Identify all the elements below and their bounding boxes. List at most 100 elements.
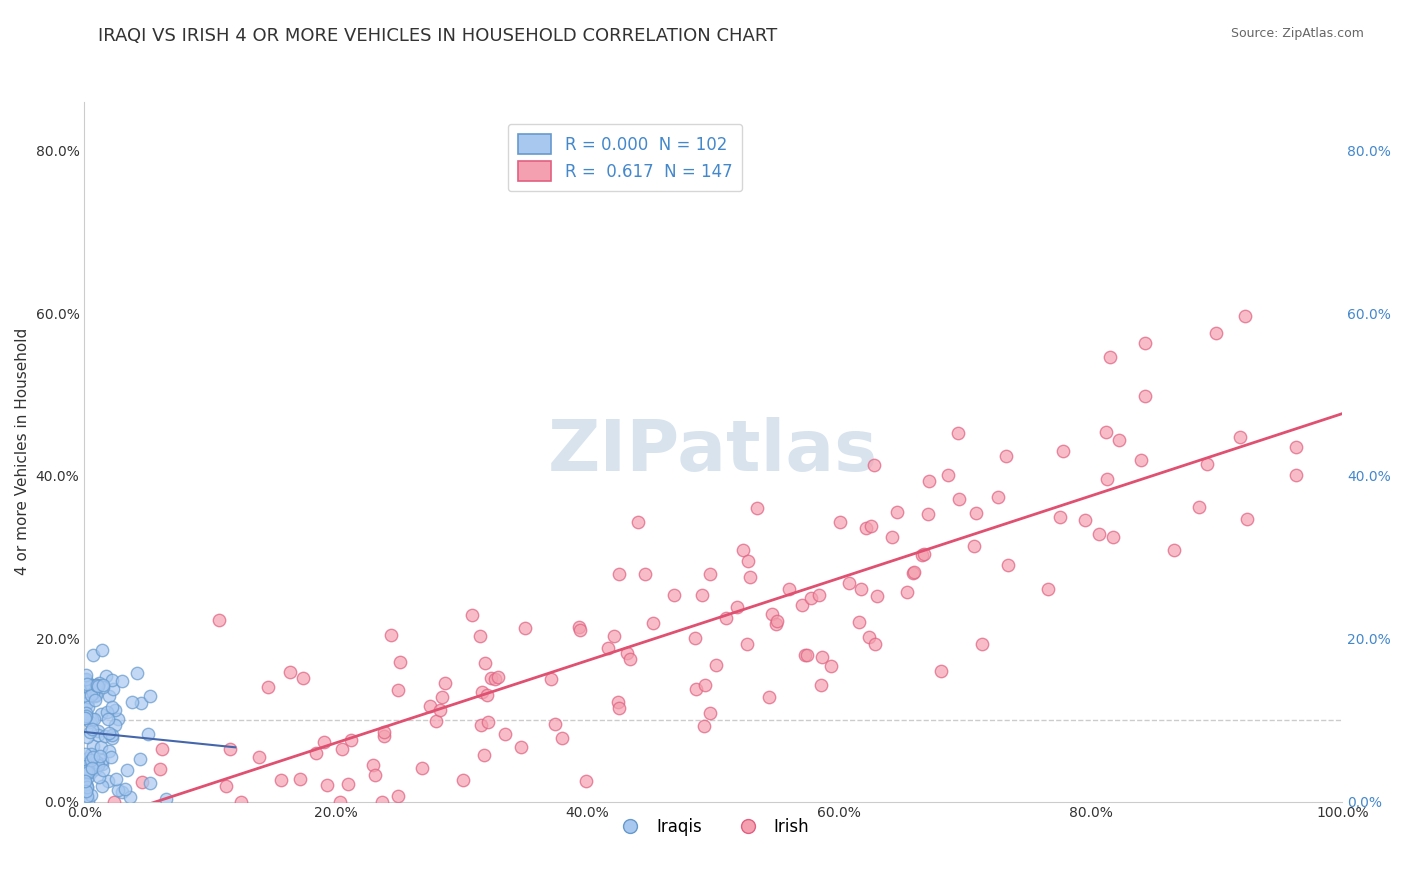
Point (96, 705, 118, 719)
Point (104, 703, 127, 717)
Point (714, 611, 737, 625)
Point (793, 648, 815, 663)
Point (515, 621, 537, 635)
Point (129, 696, 152, 710)
Point (82, 739, 104, 753)
Text: IRAQI VS IRISH 4 OR MORE VEHICLES IN HOUSEHOLD CORRELATION CHART: IRAQI VS IRISH 4 OR MORE VEHICLES IN HOU… (98, 27, 778, 45)
Point (389, 655, 412, 669)
Point (544, 716, 567, 731)
Point (461, 608, 484, 623)
Point (903, 566, 925, 580)
Point (215, 780, 238, 794)
Point (97, 744, 120, 758)
Point (607, 695, 630, 709)
Point (329, 795, 352, 809)
Point (387, 789, 409, 803)
Point (738, 570, 761, 584)
Point (89, 749, 111, 764)
Point (373, 729, 395, 743)
Point (1101, 530, 1123, 544)
Point (609, 701, 631, 715)
Point (855, 521, 877, 535)
Point (540, 672, 562, 686)
Point (361, 758, 384, 772)
Point (619, 652, 641, 666)
Point (468, 629, 491, 643)
Point (82, 648, 104, 662)
Point (474, 657, 496, 671)
Point (704, 657, 727, 672)
Point (80, 788, 103, 802)
Point (471, 684, 494, 698)
Point (1095, 471, 1118, 485)
Point (82, 686, 104, 700)
Point (699, 706, 721, 720)
Point (101, 731, 124, 745)
Point (1038, 582, 1060, 597)
Point (848, 615, 870, 629)
Point (1229, 430, 1251, 444)
Point (76, 780, 98, 794)
Point (603, 629, 626, 643)
Point (849, 582, 872, 596)
Point (685, 632, 707, 646)
Point (111, 784, 134, 798)
Point (76, 677, 98, 691)
Point (96, 773, 118, 788)
Point (1285, 441, 1308, 455)
Point (75, 764, 97, 778)
Point (962, 539, 984, 553)
Point (477, 715, 499, 730)
Point (475, 688, 498, 702)
Point (115, 763, 138, 777)
Point (89, 676, 111, 690)
Point (811, 650, 834, 665)
Point (1094, 425, 1116, 439)
Point (1135, 335, 1157, 350)
Point (80, 678, 103, 692)
Point (474, 747, 496, 762)
Point (73, 773, 96, 788)
Point (796, 648, 818, 662)
Point (634, 566, 657, 581)
Point (948, 491, 970, 506)
Point (77, 764, 100, 778)
Point (987, 490, 1010, 504)
Point (1049, 510, 1071, 524)
Point (1285, 467, 1308, 482)
Point (692, 719, 714, 733)
Point (84, 688, 107, 702)
Point (733, 543, 755, 558)
Point (810, 678, 832, 692)
Point (917, 508, 939, 522)
Point (1074, 513, 1097, 527)
Point (363, 768, 385, 782)
Point (75, 764, 97, 779)
Point (865, 637, 887, 651)
Point (93, 677, 115, 691)
Point (865, 590, 887, 604)
Point (207, 613, 229, 627)
Point (247, 750, 270, 764)
Point (86, 756, 108, 770)
Point (735, 637, 758, 651)
Point (101, 673, 124, 687)
Point (229, 795, 252, 809)
Point (946, 426, 969, 441)
Point (596, 641, 619, 656)
Point (80, 678, 103, 692)
Point (107, 782, 129, 797)
Point (903, 565, 925, 579)
Point (80, 688, 103, 702)
Point (316, 778, 339, 792)
Point (77, 699, 100, 714)
Point (80, 747, 103, 762)
Point (77, 770, 100, 784)
Y-axis label: 4 or more Vehicles in Household: 4 or more Vehicles in Household (15, 328, 30, 575)
Point (479, 671, 502, 685)
Point (340, 732, 363, 747)
Point (139, 775, 162, 789)
Point (761, 607, 783, 621)
Point (139, 690, 162, 704)
Point (569, 624, 592, 638)
